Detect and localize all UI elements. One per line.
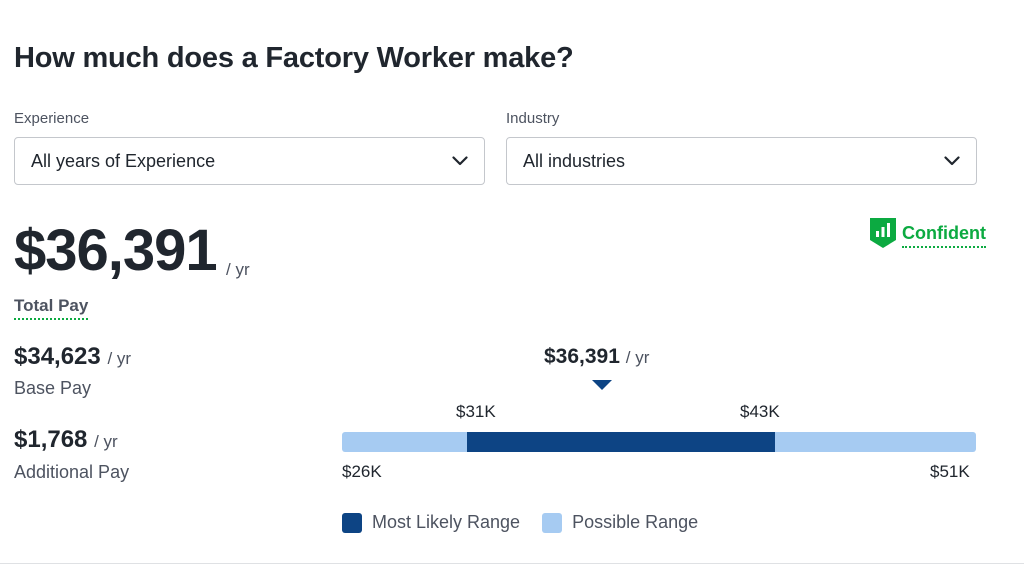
experience-select-value: All years of Experience [31,150,216,171]
total-pay-per: / yr [226,260,250,279]
additional-pay-label: Additional Pay [14,462,130,482]
industry-label: Industry [506,110,560,127]
confidence-indicator[interactable]: Confident [870,218,986,253]
industry-select[interactable]: All industries [506,137,977,185]
industry-select-value: All industries [523,150,626,171]
chart-marker-per: / yr [625,348,650,367]
base-pay-amount: $34,623 / yr [14,343,131,371]
legend-swatch-possible [542,512,563,533]
chart-marker-value: $36,391 [544,345,620,368]
divider [0,563,1024,564]
bar-chart-shield-icon [870,218,896,253]
chevron-down-icon [452,153,468,169]
chart-legend: Most Likely Range Possible Range [342,512,720,533]
legend-item-possible: Possible Range [542,512,698,533]
legend-swatch-likely [342,512,362,533]
experience-select[interactable]: All years of Experience [14,137,485,185]
likely-range-bar [466,432,776,452]
additional-pay-per: / yr [94,432,118,451]
likely-min-label: $31K [456,402,496,421]
chart-marker-label: $36,391 / yr [544,345,649,369]
possible-max-label: $51K [930,462,970,481]
additional-pay-amount: $1,768 / yr [14,426,118,454]
base-pay-per: / yr [107,349,132,368]
experience-label: Experience [14,110,90,127]
total-pay-label[interactable]: Total Pay [14,296,89,320]
possible-min-label: $26K [342,462,382,481]
additional-pay-value: $1,768 [14,426,88,453]
legend-label-possible: Possible Range [572,512,699,532]
legend-item-likely: Most Likely Range [342,512,520,533]
confidence-label: Confident [902,223,986,248]
legend-label-likely: Most Likely Range [372,512,521,532]
page-title: How much does a Factory Worker make? [14,42,574,74]
base-pay-value: $34,623 [14,343,101,370]
base-pay-label: Base Pay [14,378,92,398]
likely-max-label: $43K [740,402,780,421]
total-pay-amount: $36,391 [14,218,218,283]
chart-marker-triangle [592,380,612,390]
chevron-down-icon [944,153,960,169]
